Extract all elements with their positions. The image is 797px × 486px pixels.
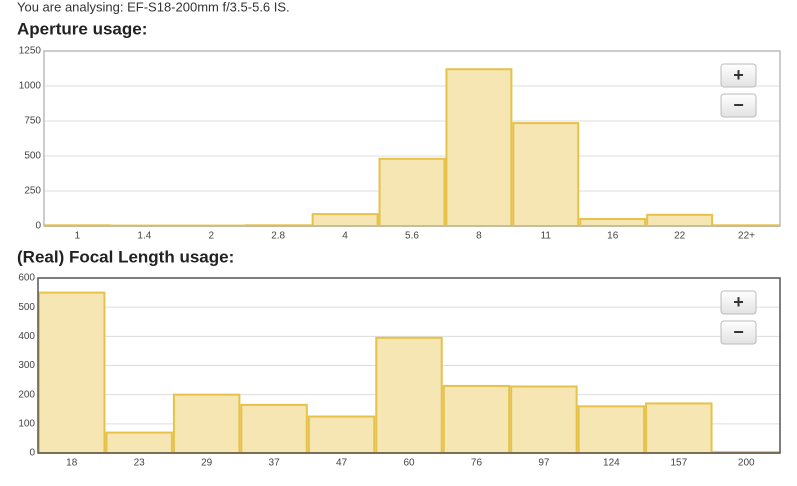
y-tick-label: 400	[18, 331, 35, 342]
button-label: +	[733, 292, 744, 312]
bar	[645, 402, 713, 454]
bar	[445, 68, 513, 227]
button-bg	[720, 290, 757, 315]
bar	[442, 384, 511, 454]
x-tick-label: 5.6	[405, 231, 419, 242]
x-tick-label: 2	[208, 231, 214, 242]
x-tick-label: 23	[134, 458, 146, 469]
bar	[375, 336, 443, 454]
x-tick-label: 4	[342, 231, 348, 242]
bar	[579, 218, 647, 227]
x-tick-label: 1.4	[137, 231, 151, 242]
button-bg	[720, 320, 757, 345]
x-tick-label: 97	[538, 458, 550, 469]
y-tick-label: 750	[24, 116, 41, 127]
zoom-button[interactable]: −	[720, 320, 757, 345]
y-tick-label: 600	[18, 273, 35, 284]
bar	[307, 415, 376, 454]
x-tick-label: 76	[471, 458, 483, 469]
button-label: −	[733, 95, 744, 115]
x-tick-label: 22	[674, 231, 686, 242]
y-tick-label: 100	[18, 418, 35, 429]
y-tick-label: 200	[18, 389, 35, 400]
bar	[240, 403, 308, 454]
x-tick-label: 1	[75, 231, 81, 242]
x-tick-label: 124	[603, 458, 620, 469]
zoom-button[interactable]: +	[720, 290, 757, 315]
header-text: You are analysing: EF-S18-200mm f/3.5-5.…	[17, 0, 290, 14]
bar	[512, 122, 580, 227]
bar	[172, 393, 241, 454]
zoom-button[interactable]: −	[720, 93, 757, 118]
y-tick-label: 300	[18, 360, 35, 371]
x-tick-label: 16	[607, 231, 619, 242]
y-tick-label: 1000	[19, 81, 42, 92]
bar	[577, 405, 646, 455]
x-tick-label: 37	[269, 458, 281, 469]
bar	[510, 385, 578, 454]
x-tick-label: 47	[336, 458, 348, 469]
x-tick-label: 18	[66, 458, 78, 469]
x-tick-label: 11	[541, 231, 552, 242]
bar	[311, 213, 379, 228]
x-tick-label: 2.8	[271, 231, 285, 242]
button-bg	[720, 63, 757, 88]
plot-border	[43, 50, 781, 227]
x-tick-label: 22+	[738, 231, 755, 242]
x-tick-label: 8	[476, 231, 482, 242]
y-tick-label: 1250	[19, 46, 42, 57]
button-bg	[720, 93, 757, 118]
x-tick-label: 200	[738, 458, 755, 469]
x-tick-label: 29	[201, 458, 213, 469]
chart-title: (Real) Focal Length usage:	[17, 247, 234, 266]
button-label: −	[733, 322, 744, 342]
button-label: +	[733, 65, 744, 85]
x-tick-label: 60	[403, 458, 415, 469]
bar	[105, 431, 173, 455]
y-tick-label: 0	[35, 221, 41, 232]
y-tick-label: 500	[24, 151, 41, 162]
y-tick-label: 500	[18, 302, 35, 313]
x-tick-label: 157	[670, 458, 687, 469]
y-tick-label: 250	[24, 186, 41, 197]
y-tick-label: 0	[29, 448, 35, 459]
bar	[646, 213, 714, 228]
bar	[38, 291, 106, 455]
chart-title: Aperture usage:	[17, 19, 147, 38]
bar	[378, 157, 446, 227]
plot-border	[37, 277, 781, 454]
zoom-button[interactable]: +	[720, 63, 757, 88]
